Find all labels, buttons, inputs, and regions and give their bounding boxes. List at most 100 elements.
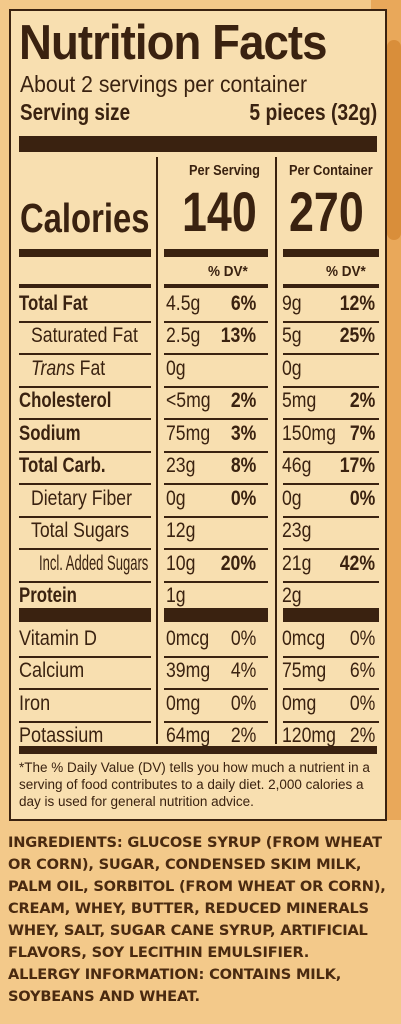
nutrient-name: Sodium bbox=[19, 422, 81, 445]
vitamin-name: Iron bbox=[19, 692, 51, 715]
container-amount: 5g bbox=[282, 324, 302, 347]
nutrient-name: Total Sugars bbox=[31, 519, 130, 542]
row-divider bbox=[283, 451, 379, 453]
container-amount: 5mg bbox=[282, 389, 317, 412]
row-divider bbox=[283, 321, 379, 323]
serving-dv: 0% bbox=[230, 487, 256, 510]
nutrition-facts-panel: Nutrition Facts About 2 servings per con… bbox=[9, 9, 387, 821]
vitamin-serving-amount: 0mg bbox=[166, 692, 201, 715]
serving-amount: <5mg bbox=[166, 389, 211, 412]
trans-rest: Fat bbox=[74, 357, 106, 380]
row-divider bbox=[283, 548, 379, 550]
nutrient-name: Cholesterol bbox=[19, 389, 112, 412]
row-divider bbox=[19, 483, 151, 485]
container-dv: 2% bbox=[349, 389, 375, 412]
vitamin-serving-dv: 0% bbox=[230, 692, 256, 715]
container-dv: 25% bbox=[339, 324, 375, 347]
vitamin-serving-dv: 4% bbox=[230, 659, 256, 682]
ingredients-block: INGREDIENTS: GLUCOSE SYRUP (FROM WHEAT O… bbox=[8, 832, 394, 1008]
column-divider-right bbox=[275, 157, 277, 744]
container-dv: 17% bbox=[339, 454, 375, 477]
row-divider bbox=[164, 386, 268, 388]
vitamin-container-dv: 0% bbox=[349, 692, 375, 715]
serving-amount: 12g bbox=[166, 519, 196, 542]
col-per-container: Per Container bbox=[289, 163, 373, 179]
vitamin-serving-amount: 39mg bbox=[166, 659, 211, 682]
row-divider bbox=[164, 483, 268, 485]
serving-amount: 0g bbox=[166, 487, 186, 510]
serving-amount: 10g bbox=[166, 552, 196, 575]
row-divider bbox=[164, 321, 268, 323]
ingredients-text: INGREDIENTS: GLUCOSE SYRUP (FROM WHEAT O… bbox=[8, 834, 386, 961]
serving-amount: 4.5g bbox=[166, 292, 201, 315]
dv-divider-right bbox=[283, 284, 379, 288]
row-divider bbox=[283, 353, 379, 355]
row-divider bbox=[164, 581, 268, 583]
row-divider bbox=[283, 483, 379, 485]
container-amount: 150mg bbox=[282, 422, 336, 445]
vitamin-serving-amount: 64mg bbox=[166, 724, 211, 747]
row-divider bbox=[19, 451, 151, 453]
vitamin-row-divider bbox=[19, 688, 151, 690]
nutrient-name: Total Carb. bbox=[19, 454, 106, 477]
row-divider bbox=[283, 516, 379, 518]
vitamin-container-dv: 0% bbox=[349, 627, 375, 650]
trans-italic: Trans bbox=[31, 357, 75, 380]
serving-dv: 8% bbox=[230, 454, 256, 477]
row-divider bbox=[19, 581, 151, 583]
container-amount: 23g bbox=[282, 519, 312, 542]
footnote-divider bbox=[19, 746, 377, 754]
thick-divider bbox=[19, 136, 377, 152]
vitamin-row-divider bbox=[283, 721, 379, 723]
label-title: Nutrition Facts bbox=[19, 16, 328, 70]
vitamin-container-amount: 75mg bbox=[282, 659, 327, 682]
nutrient-name: Saturated Fat bbox=[31, 324, 138, 347]
container-amount: 0g bbox=[282, 357, 302, 380]
vitamin-container-dv: 6% bbox=[349, 659, 375, 682]
vitamin-divider-right bbox=[283, 608, 379, 622]
vitamin-serving-dv: 2% bbox=[230, 724, 256, 747]
row-divider bbox=[19, 321, 151, 323]
serving-dv: 6% bbox=[230, 292, 256, 315]
servings-per-container: About 2 servings per container bbox=[20, 71, 308, 97]
nutrient-name: Protein bbox=[19, 584, 77, 607]
dv-divider-mid bbox=[164, 284, 268, 288]
container-amount: 0g bbox=[282, 487, 302, 510]
container-dv: 7% bbox=[349, 422, 375, 445]
row-divider bbox=[19, 418, 151, 420]
serving-size-value: 5 pieces (32g) bbox=[249, 99, 377, 125]
calories-label: Calories bbox=[20, 195, 150, 241]
container-amount: 21g bbox=[282, 552, 312, 575]
row-divider bbox=[164, 353, 268, 355]
container-amount: 2g bbox=[282, 584, 302, 607]
vitamin-row-divider bbox=[19, 721, 151, 723]
row-divider bbox=[283, 418, 379, 420]
vitamin-container-amount: 0mcg bbox=[282, 627, 326, 650]
row-divider bbox=[19, 548, 151, 550]
dv-header-container: % DV* bbox=[326, 263, 366, 280]
footnote: *The % Daily Value (DV) tells you how mu… bbox=[19, 760, 370, 809]
nutrient-name: Incl. Added Sugars bbox=[39, 552, 149, 575]
serving-amount: 2.5g bbox=[166, 324, 201, 347]
nutrient-name: Trans Fat bbox=[31, 357, 119, 381]
serving-amount: 0g bbox=[166, 357, 186, 380]
row-divider bbox=[19, 516, 151, 518]
row-divider bbox=[164, 548, 268, 550]
calories-divider-left bbox=[19, 249, 151, 257]
row-divider bbox=[164, 516, 268, 518]
serving-size-label: Serving size bbox=[20, 99, 131, 125]
col-per-serving: Per Serving bbox=[189, 163, 260, 179]
vitamin-divider-left bbox=[19, 608, 151, 622]
container-dv: 42% bbox=[339, 552, 375, 575]
serving-dv: 13% bbox=[220, 324, 256, 347]
vitamin-container-amount: 0mg bbox=[282, 692, 317, 715]
vitamin-name: Potassium bbox=[19, 724, 104, 747]
calories-divider-right bbox=[283, 249, 379, 257]
serving-amount: 75mg bbox=[166, 422, 211, 445]
container-amount: 9g bbox=[282, 292, 302, 315]
vitamin-name: Vitamin D bbox=[19, 627, 97, 650]
vitamin-container-dv: 2% bbox=[349, 724, 375, 747]
calories-divider-mid bbox=[164, 249, 268, 257]
serving-amount: 23g bbox=[166, 454, 196, 477]
container-dv: 0% bbox=[349, 487, 375, 510]
